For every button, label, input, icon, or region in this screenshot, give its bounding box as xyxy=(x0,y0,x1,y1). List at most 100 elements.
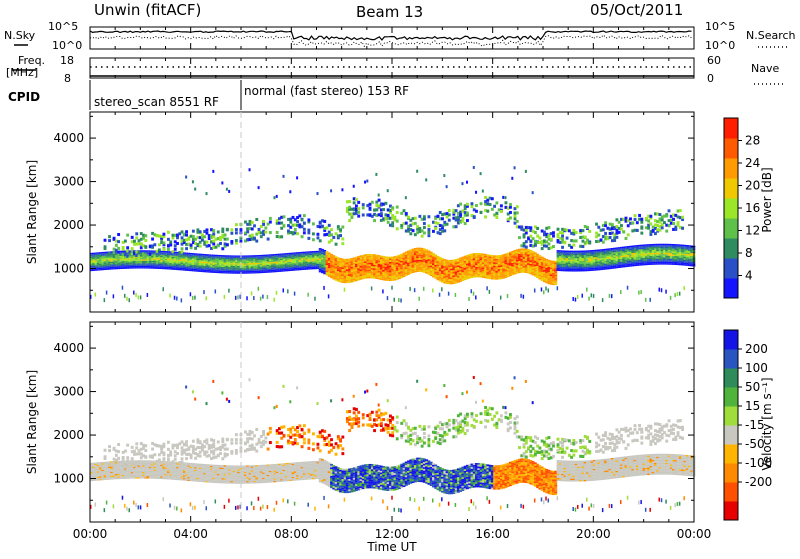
power-cell xyxy=(353,201,356,204)
power-cell xyxy=(251,221,254,224)
power-cell xyxy=(199,245,202,248)
power-cell xyxy=(631,222,634,225)
power-cell xyxy=(425,178,427,181)
colorbar-swatch xyxy=(724,238,738,259)
power-cell xyxy=(586,226,589,229)
power-cell xyxy=(273,196,275,199)
power-cell xyxy=(330,228,333,231)
power-cell xyxy=(475,204,478,207)
power-cbar-label: 24 xyxy=(745,156,760,170)
power-cell xyxy=(532,191,534,194)
power-cell xyxy=(554,283,557,285)
power-cell xyxy=(296,232,299,235)
power-cell xyxy=(262,220,265,223)
power-cell xyxy=(294,228,297,231)
power-cell xyxy=(520,225,523,228)
power-cell xyxy=(235,231,238,234)
power-ytick-label: 4000 xyxy=(53,131,84,145)
power-cell xyxy=(400,299,402,303)
power-cell xyxy=(332,236,335,239)
power-cell xyxy=(423,287,425,291)
power-cell xyxy=(525,170,527,173)
power-cell xyxy=(176,242,179,245)
power-cell xyxy=(602,298,604,302)
power-cell xyxy=(192,235,195,238)
power-cell xyxy=(235,296,237,300)
velocity-cell xyxy=(104,508,106,512)
power-cell xyxy=(203,235,206,238)
power-cell xyxy=(400,212,403,215)
power-cell xyxy=(466,219,469,222)
power-cell xyxy=(647,227,650,230)
power-cell xyxy=(298,214,301,217)
power-cell xyxy=(126,246,129,249)
power-cell xyxy=(486,210,489,213)
power-cell xyxy=(620,290,622,294)
power-cell xyxy=(554,280,557,282)
power-cell xyxy=(563,241,566,244)
power-cell xyxy=(441,287,443,291)
power-cell xyxy=(276,195,278,198)
power-cell xyxy=(532,237,535,240)
velocity-cell xyxy=(108,449,111,452)
power-cell xyxy=(362,203,365,206)
power-cell xyxy=(543,290,545,294)
power-cell xyxy=(307,293,309,297)
power-cell xyxy=(582,229,585,232)
power-cell xyxy=(296,220,299,223)
cpid-label: CPID xyxy=(8,90,40,104)
power-cell xyxy=(423,215,426,218)
power-cell xyxy=(604,224,607,227)
freq-unit-label: [MHz] xyxy=(6,66,38,79)
power-cell xyxy=(208,244,211,247)
power-cell xyxy=(665,230,668,233)
power-cell xyxy=(683,286,685,290)
power-cell xyxy=(350,216,353,219)
nave-tick-top: 60 xyxy=(707,54,721,67)
power-cell xyxy=(609,294,611,298)
power-cell xyxy=(194,188,196,191)
power-cell xyxy=(375,208,378,211)
power-cell xyxy=(475,210,478,213)
power-cell xyxy=(387,214,390,217)
power-cell xyxy=(475,295,477,299)
power-cell xyxy=(124,240,127,243)
power-cell xyxy=(418,215,421,218)
power-cell xyxy=(396,206,399,209)
power-cell xyxy=(405,212,408,215)
power-cell xyxy=(147,293,149,297)
power-cell xyxy=(611,294,613,298)
power-cell xyxy=(235,223,238,226)
power-cell xyxy=(262,295,264,299)
power-cell xyxy=(629,217,632,220)
power-cell xyxy=(461,217,464,220)
power-cell xyxy=(312,222,315,225)
power-cell xyxy=(640,218,643,221)
power-cell xyxy=(251,291,253,295)
power-cell xyxy=(230,228,233,231)
power-cell xyxy=(394,298,396,302)
power-cell xyxy=(253,224,256,227)
power-cell xyxy=(509,216,512,219)
power-cell xyxy=(514,166,516,169)
power-cell xyxy=(418,297,420,301)
power-cell xyxy=(584,236,587,239)
power-cell xyxy=(117,247,120,250)
power-cell xyxy=(328,224,331,227)
power-cell xyxy=(640,221,643,224)
power-cell xyxy=(604,232,607,235)
power-cell xyxy=(423,226,426,229)
power-cell xyxy=(561,235,564,238)
power-cell xyxy=(307,229,310,232)
power-cell xyxy=(448,292,450,296)
power-cell xyxy=(203,290,205,294)
power-cell xyxy=(219,242,222,245)
power-cell xyxy=(226,243,229,246)
power-cell xyxy=(303,222,306,225)
power-cell xyxy=(520,294,522,298)
power-cell xyxy=(405,222,408,225)
power-cell xyxy=(638,214,641,217)
power-cell xyxy=(269,221,272,224)
power-cell xyxy=(371,201,374,204)
noise-strip-data xyxy=(90,31,692,46)
